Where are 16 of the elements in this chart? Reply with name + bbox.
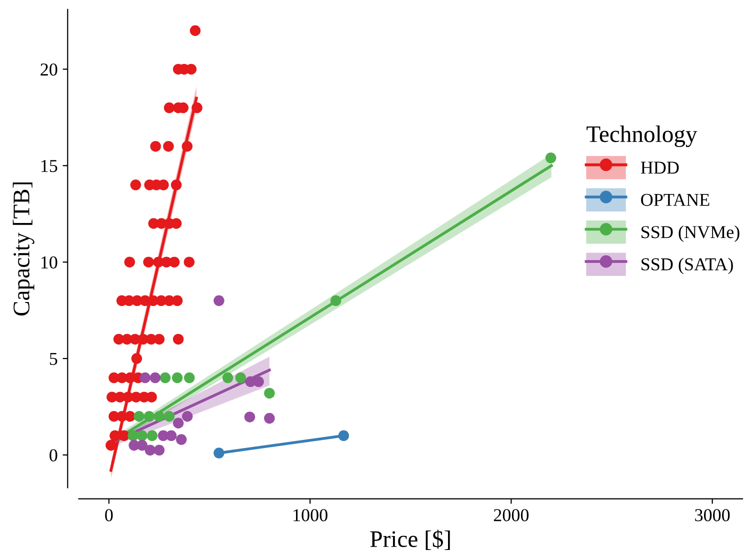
x-tick-label: 2000 <box>494 509 529 522</box>
y-tick-label: 10 <box>41 256 58 269</box>
y-tick-label: 20 <box>40 63 58 76</box>
y-tick-label: 15 <box>41 160 58 172</box>
y-tick-label: 5 <box>50 352 58 365</box>
x-tick-label: 0 <box>105 509 113 522</box>
x-tick-label: 3000 <box>695 509 730 522</box>
legend-label: SSD (SATA) <box>642 258 733 274</box>
y-tick-label: 0 <box>50 449 58 462</box>
legend-label: OPTANE <box>641 194 710 206</box>
y-axis-title: Capacity [TB] <box>12 182 34 316</box>
legend-label: SSD (NVMe) <box>642 225 740 242</box>
legend-title: Technology <box>586 126 698 148</box>
x-axis-title: Price [$] <box>370 530 450 550</box>
legend-label: HDD <box>640 162 679 174</box>
x-tick-label: 1000 <box>294 509 328 522</box>
